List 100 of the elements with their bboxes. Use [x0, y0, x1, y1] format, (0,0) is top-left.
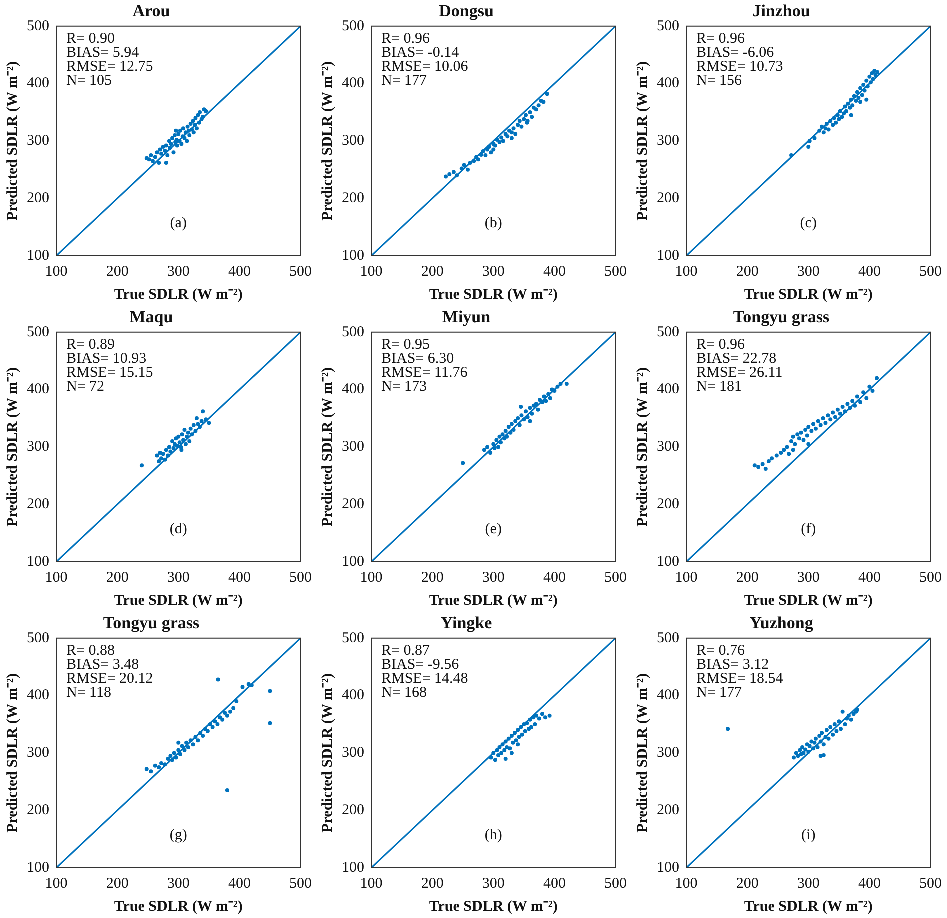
annotation: BIAS= -0.14: [382, 44, 460, 61]
point: [756, 465, 761, 470]
point: [845, 716, 850, 721]
point: [182, 438, 186, 442]
chart-title: Yingke: [440, 614, 493, 633]
point: [514, 419, 518, 424]
point: [193, 123, 198, 128]
x-axis-title: True SDLR (W m⁻²): [114, 898, 243, 915]
annotation: BIAS= -9.56: [382, 656, 460, 673]
point: [186, 124, 190, 129]
annotation: R= 0.96: [696, 30, 746, 47]
point: [548, 396, 552, 400]
point: [210, 725, 215, 730]
point: [492, 446, 497, 450]
point: [752, 464, 757, 468]
annotation: (h): [484, 827, 502, 844]
point: [787, 452, 792, 456]
point: [506, 425, 511, 430]
y-axis-title: Predicted SDLR (W m⁻²): [320, 368, 336, 527]
point: [486, 445, 490, 450]
x-tick-label: 100: [360, 876, 383, 892]
point: [528, 110, 532, 114]
x-tick-label: 500: [920, 570, 942, 586]
point: [182, 428, 187, 432]
y-tick-label: 300: [342, 745, 364, 762]
y-tick-label: 400: [657, 76, 680, 92]
point: [812, 746, 816, 751]
point: [836, 113, 840, 118]
point: [523, 729, 528, 734]
point: [764, 467, 768, 472]
point: [188, 426, 193, 431]
annotation: RMSE= 14.48: [382, 670, 468, 687]
x-tick-label: 500: [920, 264, 942, 280]
point: [726, 727, 730, 732]
point: [167, 445, 172, 450]
point: [175, 444, 180, 448]
y-tick-label: 500: [27, 324, 50, 340]
point: [794, 751, 798, 756]
point: [818, 734, 822, 738]
annotation: N= 72: [66, 378, 105, 395]
y-axis-title: Predicted SDLR (W m⁻²): [320, 62, 336, 221]
point: [814, 736, 818, 741]
point: [160, 152, 164, 156]
point: [192, 423, 196, 428]
annotation: BIAS= 10.93: [66, 350, 147, 367]
point: [558, 382, 563, 386]
point: [194, 116, 198, 120]
point: [498, 745, 502, 750]
point: [533, 722, 538, 726]
point: [147, 158, 152, 162]
point: [170, 758, 175, 762]
y-tick-label: 200: [342, 496, 364, 513]
point: [476, 158, 480, 162]
x-axis-title: True SDLR (W m⁻²): [114, 592, 243, 609]
x-axis-title: True SDLR (W m⁻²): [744, 286, 873, 303]
point: [225, 788, 230, 793]
point: [802, 751, 806, 756]
y-tick-label: 400: [27, 688, 50, 704]
y-tick-label: 300: [27, 133, 50, 150]
point: [250, 683, 254, 688]
annotation: R= 0.89: [66, 336, 115, 353]
y-tick-label: 100: [342, 860, 364, 876]
point: [194, 416, 199, 420]
y-tick-label: 500: [342, 18, 364, 34]
point: [194, 126, 199, 131]
point: [525, 721, 530, 726]
point: [831, 732, 836, 737]
y-axis-title: Predicted SDLR (W m⁻²): [634, 368, 651, 527]
annotation: N= 181: [696, 378, 742, 395]
y-tick-label: 200: [27, 496, 50, 513]
point: [536, 104, 541, 108]
x-axis-title: True SDLR (W m⁻²): [429, 898, 558, 915]
point: [168, 146, 172, 150]
point: [520, 414, 524, 418]
point: [220, 718, 225, 722]
x-tick-label: 400: [228, 570, 251, 586]
point: [157, 161, 162, 166]
point: [510, 136, 514, 140]
point: [848, 106, 852, 110]
point: [489, 756, 494, 760]
y-tick-label: 500: [27, 630, 50, 646]
x-tick-label: 400: [858, 264, 881, 280]
annotation: R= 0.96: [382, 30, 430, 47]
point: [814, 426, 818, 431]
point: [812, 136, 817, 140]
point: [197, 120, 202, 125]
y-tick-label: 400: [342, 688, 364, 704]
point: [505, 434, 510, 439]
y-tick-label: 400: [657, 688, 680, 704]
point: [461, 461, 466, 466]
point: [462, 163, 466, 168]
point: [782, 448, 786, 452]
point: [510, 422, 514, 426]
point: [182, 748, 187, 752]
point: [791, 448, 796, 452]
point: [163, 458, 168, 462]
point: [862, 88, 867, 93]
x-tick-label: 500: [290, 876, 312, 892]
point: [454, 174, 459, 178]
point: [824, 122, 829, 126]
